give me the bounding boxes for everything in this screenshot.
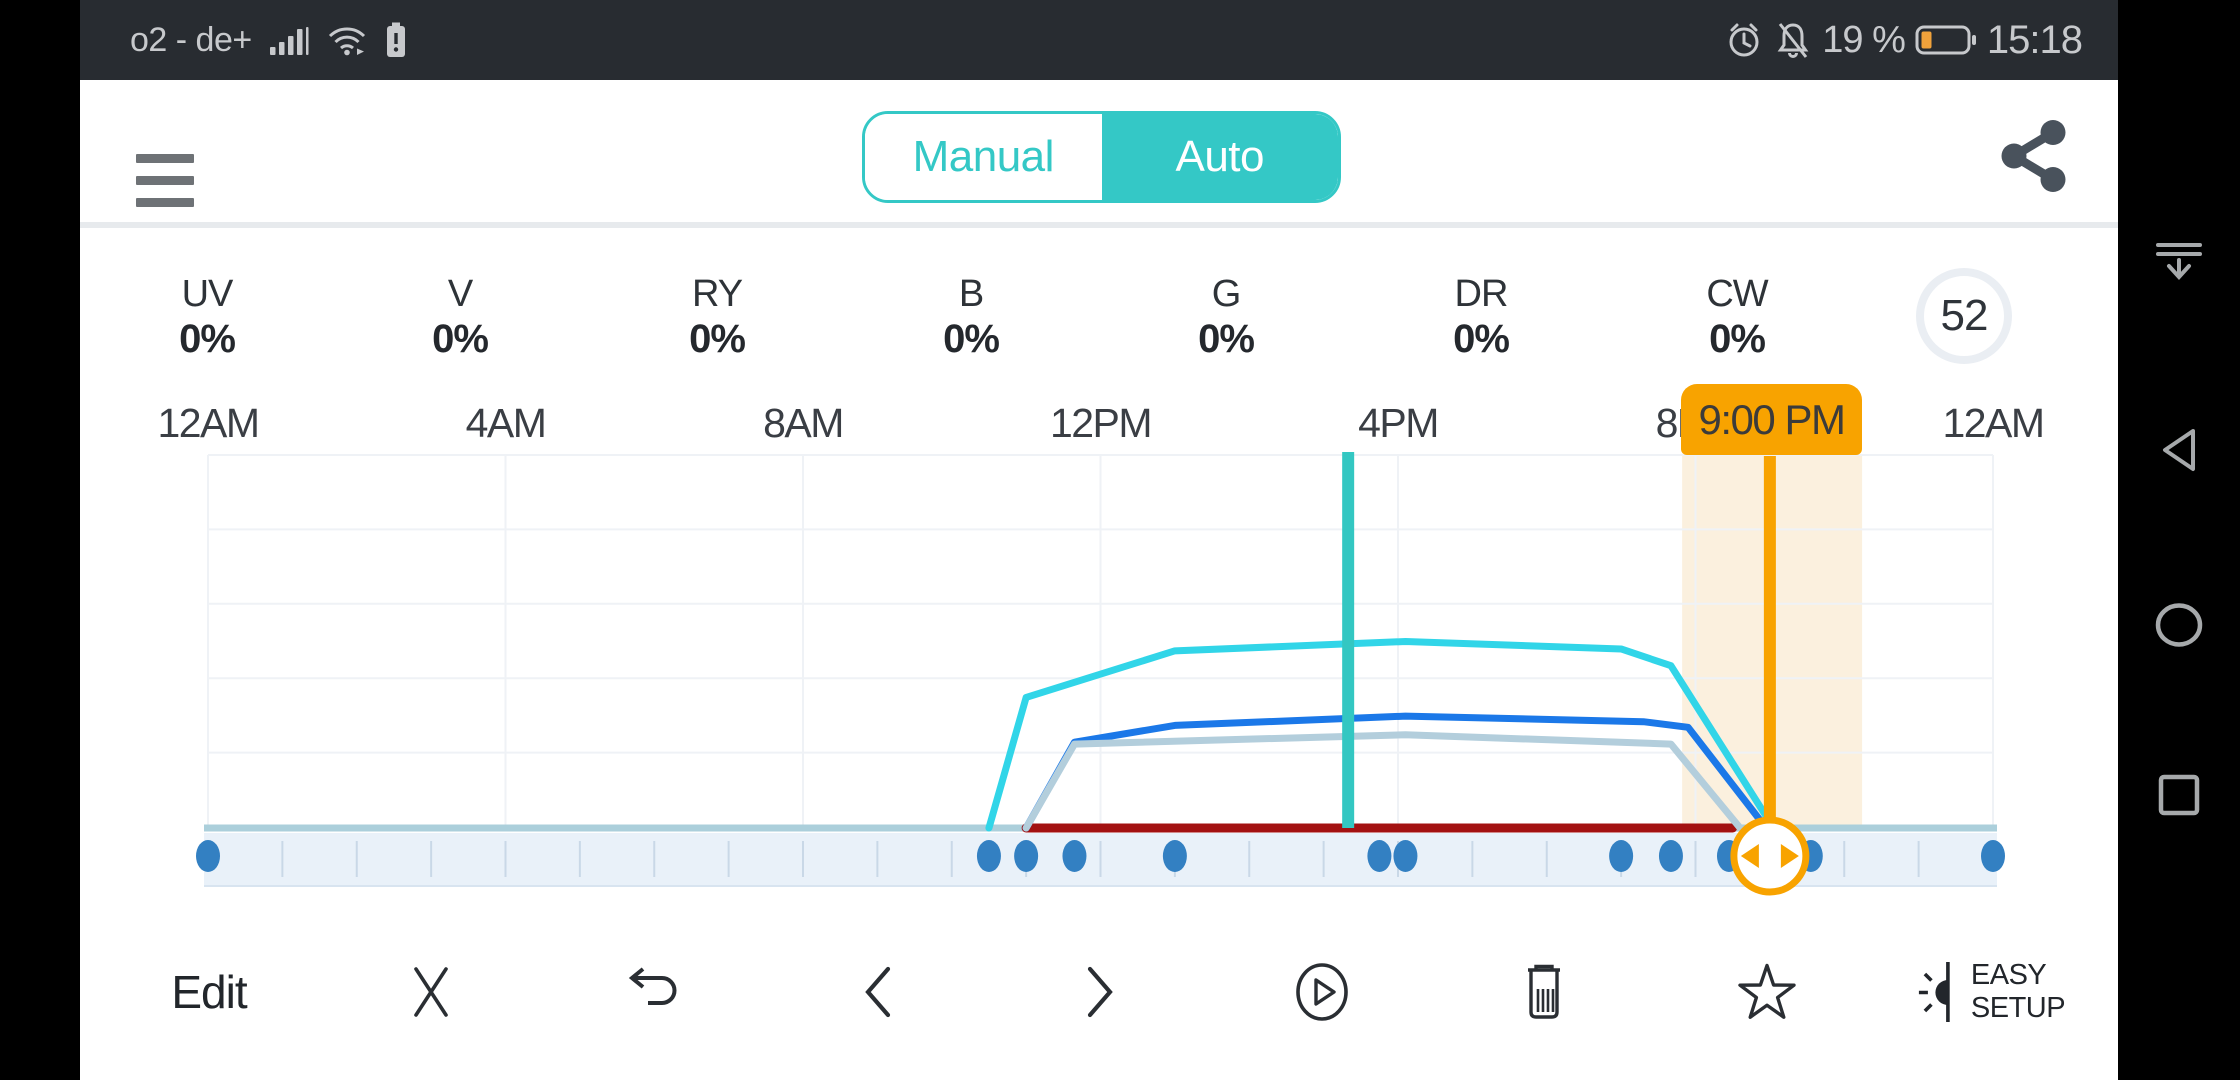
schedule-dot[interactable]: [1014, 840, 1039, 872]
schedule-dot[interactable]: [1062, 840, 1087, 872]
notifications-off-icon: [1774, 20, 1812, 60]
screen-edge-strip: [0, 0, 80, 1080]
signal-icon: [268, 23, 310, 57]
channel-uv[interactable]: UV 0%: [179, 272, 236, 362]
channel-value: 0%: [943, 317, 1000, 361]
edit-label: Edit: [171, 966, 247, 1018]
menu-icon[interactable]: [136, 154, 196, 208]
intensity-badge[interactable]: 52: [1916, 268, 2012, 364]
channel-dr[interactable]: DR 0%: [1453, 272, 1510, 362]
time-tick-label: 4AM: [465, 400, 547, 446]
time-slider-handle[interactable]: [1730, 816, 1810, 896]
channel-label: UV: [181, 273, 234, 315]
schedule-dot[interactable]: [1393, 840, 1418, 872]
schedule-dot[interactable]: [1658, 840, 1683, 872]
manual-tab[interactable]: Manual: [865, 114, 1102, 200]
time-tick-label: 8AM: [763, 400, 844, 446]
next-button[interactable]: [1085, 965, 1115, 1019]
channel-v[interactable]: V 0%: [432, 272, 489, 362]
android-nav-bar: [2118, 0, 2240, 1080]
auto-tab[interactable]: Auto: [1101, 114, 1338, 200]
easy-setup-icon: [1911, 960, 1961, 1024]
time-tick-label: 4PM: [1358, 400, 1439, 446]
handle-right-arrow-icon: [1780, 844, 1799, 868]
channel-value: 0%: [1453, 317, 1510, 361]
schedule-dot[interactable]: [196, 840, 220, 872]
undo-button[interactable]: [627, 965, 683, 1019]
close-button[interactable]: [406, 964, 456, 1020]
channel-cw[interactable]: CW 0%: [1706, 272, 1768, 362]
edit-button[interactable]: Edit: [171, 965, 247, 1019]
star-icon: [1737, 962, 1797, 1022]
battery-icon: [1915, 23, 1977, 57]
schedule-dot[interactable]: [976, 840, 1001, 872]
handle-left-arrow-icon: [1740, 844, 1759, 868]
preview-play-button[interactable]: [1293, 961, 1351, 1023]
favorite-button[interactable]: [1737, 962, 1797, 1022]
header-divider: [80, 222, 2118, 228]
schedule-dot[interactable]: [1609, 840, 1634, 872]
back-icon[interactable]: [2139, 410, 2219, 490]
time-tick-label: 12AM: [157, 400, 260, 446]
close-icon: [406, 964, 456, 1020]
undo-icon: [627, 965, 683, 1019]
time-tick-label: 12PM: [1049, 400, 1153, 446]
delete-button[interactable]: [1519, 963, 1569, 1021]
channel-b[interactable]: B 0%: [943, 272, 1000, 362]
channel-value: 0%: [689, 317, 746, 361]
clock-label: 15:18: [1986, 17, 2083, 62]
easy-setup-button[interactable]: EASY SETUP: [1911, 959, 2066, 1025]
chevron-right-icon: [1085, 965, 1115, 1019]
play-icon: [1293, 961, 1351, 1023]
home-icon[interactable]: [2139, 585, 2219, 665]
share-icon[interactable]: [1997, 119, 2071, 193]
mode-toggle: Manual Auto: [862, 111, 1341, 203]
status-bar: o2 - de+ 19 % 15:18: [80, 0, 2118, 80]
status-right-cluster: 19 % 15:18: [1724, 17, 2083, 63]
schedule-dot[interactable]: [1981, 840, 2005, 872]
selected-time-label[interactable]: 9:00 PM: [1681, 384, 1862, 455]
recents-icon[interactable]: [2139, 755, 2219, 835]
channel-label: V: [447, 273, 473, 315]
channel-value: 0%: [179, 317, 236, 361]
channel-label: B: [958, 273, 984, 315]
wifi-icon: [326, 23, 368, 57]
channel-ry[interactable]: RY 0%: [689, 272, 746, 362]
series-cyan-channel: [985, 638, 1778, 832]
channel-label: RY: [691, 273, 743, 315]
carrier-label: o2 - de+: [130, 20, 252, 59]
battery-percent-label: 19 %: [1822, 18, 1906, 61]
collapse-icon[interactable]: [2139, 222, 2219, 302]
channel-value: 0%: [432, 317, 489, 361]
channel-label: DR: [1454, 273, 1509, 315]
previous-button[interactable]: [863, 965, 893, 1019]
schedule-dot[interactable]: [1162, 840, 1187, 872]
easy-setup-label: EASY SETUP: [1970, 959, 2066, 1024]
schedule-dot[interactable]: [1367, 840, 1392, 872]
channel-value: 0%: [1709, 317, 1766, 361]
chevron-left-icon: [863, 965, 893, 1019]
channel-label: CW: [1706, 273, 1768, 315]
status-left-cluster: o2 - de+: [130, 21, 408, 60]
battery-alert-icon: [384, 21, 408, 59]
alarm-clock-icon: [1724, 20, 1764, 60]
channel-g[interactable]: G 0%: [1198, 272, 1255, 362]
series-light-blue-channel: [1022, 731, 1744, 832]
trash-icon: [1519, 963, 1569, 1021]
header: Manual Auto: [80, 80, 2118, 222]
time-tick-label: 12AM: [1942, 400, 2045, 446]
channel-value: 0%: [1198, 317, 1255, 361]
channel-label: G: [1211, 273, 1242, 315]
